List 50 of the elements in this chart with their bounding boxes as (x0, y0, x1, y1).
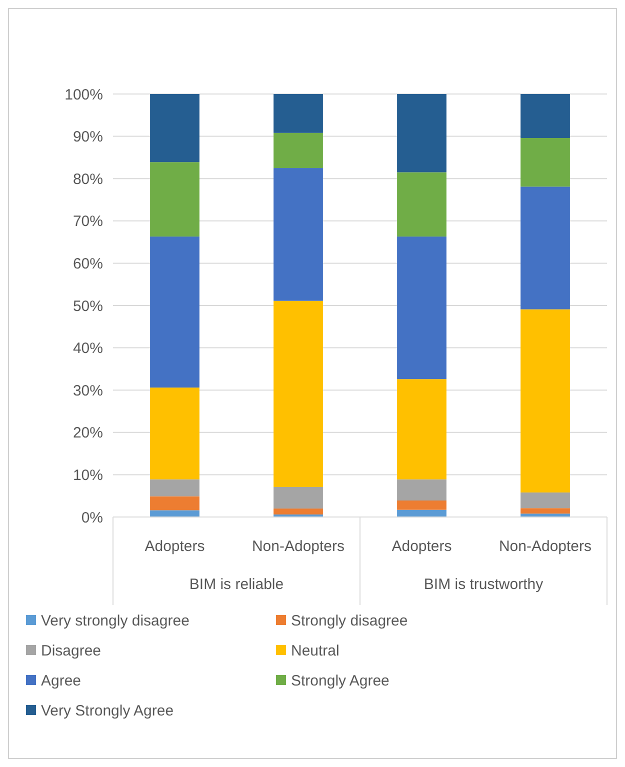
bar (397, 172, 446, 237)
bar (150, 162, 200, 237)
bar (520, 94, 570, 138)
y-tick-label: 60% (72, 255, 103, 272)
legend-label: Very strongly disagree (41, 612, 190, 630)
bar (150, 94, 200, 162)
y-tick-label: 50% (72, 298, 103, 315)
y-tick-label: 100% (64, 86, 103, 104)
bar (397, 236, 446, 380)
bar (520, 309, 570, 492)
legend-label: Neutral (291, 642, 340, 660)
y-tick-label: 90% (72, 128, 103, 146)
bar (150, 388, 200, 480)
bar (150, 496, 200, 510)
x-tick-label: Adopters (144, 538, 205, 555)
bar (150, 479, 200, 496)
x-tick-label: Adopters (392, 538, 452, 555)
x-tick-label: Non-Adopters (252, 538, 345, 555)
legend-label: Very Strongly Agree (41, 702, 174, 720)
bar (397, 94, 446, 172)
x-tick-label: Non-Adopters (498, 538, 592, 555)
text: BIM is trustworthy (424, 576, 544, 593)
bar (520, 492, 570, 508)
bar (150, 236, 200, 388)
bar (274, 486, 323, 509)
bar (520, 508, 570, 514)
bar (274, 132, 323, 168)
bar (274, 300, 323, 487)
y-tick-label: 20% (72, 424, 103, 442)
bar (150, 510, 200, 517)
legend-label: Disagree (41, 642, 102, 660)
bar (520, 186, 570, 310)
legend-label: Strongly disagree (291, 612, 408, 630)
y-tick-label: 40% (72, 340, 103, 358)
y-tick-label: 0% (81, 509, 103, 526)
y-tick-label: 30% (72, 382, 103, 400)
y-tick-label: 80% (72, 170, 103, 188)
legend-label: Strongly Agree (291, 672, 390, 690)
bar (274, 94, 323, 133)
bar (397, 479, 446, 501)
legend-label: Agree (41, 672, 82, 690)
bar (274, 508, 323, 514)
bar (520, 138, 570, 187)
y-tick-label: 70% (72, 213, 103, 230)
bar (397, 500, 446, 510)
bar (274, 168, 323, 301)
bar (397, 379, 446, 480)
bar (397, 510, 446, 517)
text: BIM is reliable (189, 576, 284, 593)
y-tick-label: 10% (72, 466, 103, 484)
